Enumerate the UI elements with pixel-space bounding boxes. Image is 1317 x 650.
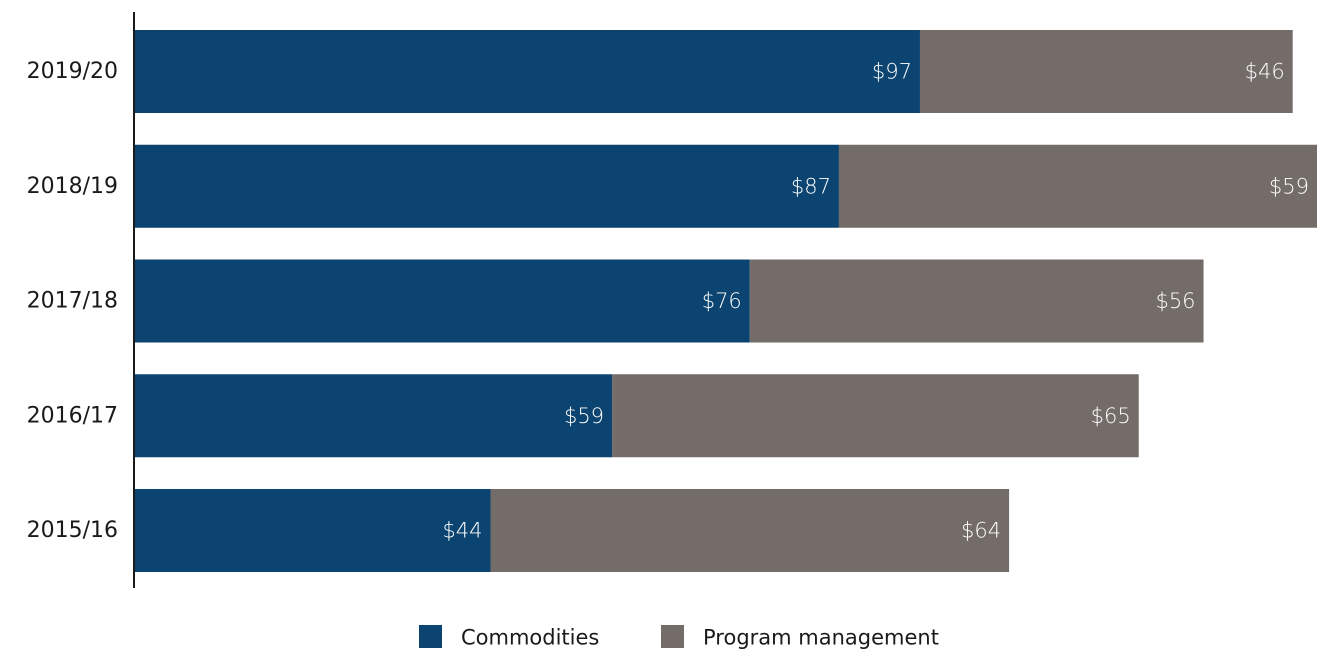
bar-program-management-2019-20: [919, 30, 1293, 113]
value-label-commodities-2019-20: $97: [872, 60, 912, 84]
bar-program-management-2015-16: [490, 489, 1010, 572]
bars-group: [134, 30, 1317, 572]
value-label-program-management-2018-19: $59: [1269, 174, 1309, 198]
value-labels-group: $97 $46 $87 $59 $76 $56 $59 $65 $44 $64: [442, 60, 1309, 543]
value-label-commodities-2018-19: $87: [791, 174, 831, 198]
bar-commodities-2015-16: [134, 489, 491, 572]
category-label-2015-16: 2015/16: [27, 518, 118, 543]
value-label-commodities-2016-17: $59: [564, 404, 604, 428]
bar-commodities-2016-17: [134, 374, 613, 458]
legend-label-commodities: Commodities: [461, 626, 599, 650]
value-label-program-management-2017-18: $56: [1155, 289, 1195, 313]
value-label-program-management-2015-16: $64: [961, 519, 1001, 543]
legend-label-program-management: Program management: [703, 626, 939, 650]
category-label-2017-18: 2017/18: [27, 289, 118, 314]
category-label-2019-20: 2019/20: [27, 59, 118, 84]
value-label-commodities-2017-18: $76: [702, 289, 742, 313]
value-label-program-management-2019-20: $46: [1245, 60, 1285, 84]
category-labels-group: 2019/20 2018/19 2017/18 2016/17 2015/16: [27, 59, 118, 543]
bar-commodities-2018-19: [134, 144, 839, 228]
legend-swatch-program-management: [661, 625, 684, 648]
bar-program-management-2018-19: [838, 144, 1317, 228]
legend: Commodities Program management: [419, 625, 939, 650]
legend-swatch-commodities: [419, 625, 442, 648]
bar-commodities-2019-20: [134, 30, 920, 113]
value-label-commodities-2015-16: $44: [442, 519, 482, 543]
category-label-2016-17: 2016/17: [27, 403, 118, 428]
category-label-2018-19: 2018/19: [27, 174, 118, 199]
bar-program-management-2016-17: [612, 374, 1139, 458]
bar-commodities-2017-18: [134, 259, 750, 343]
bar-program-management-2017-18: [749, 259, 1204, 343]
value-label-program-management-2016-17: $65: [1091, 404, 1131, 428]
